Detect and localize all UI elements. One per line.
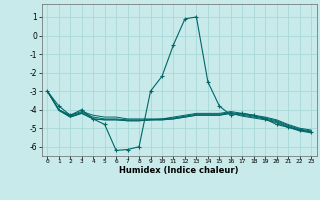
X-axis label: Humidex (Indice chaleur): Humidex (Indice chaleur) xyxy=(119,166,239,175)
